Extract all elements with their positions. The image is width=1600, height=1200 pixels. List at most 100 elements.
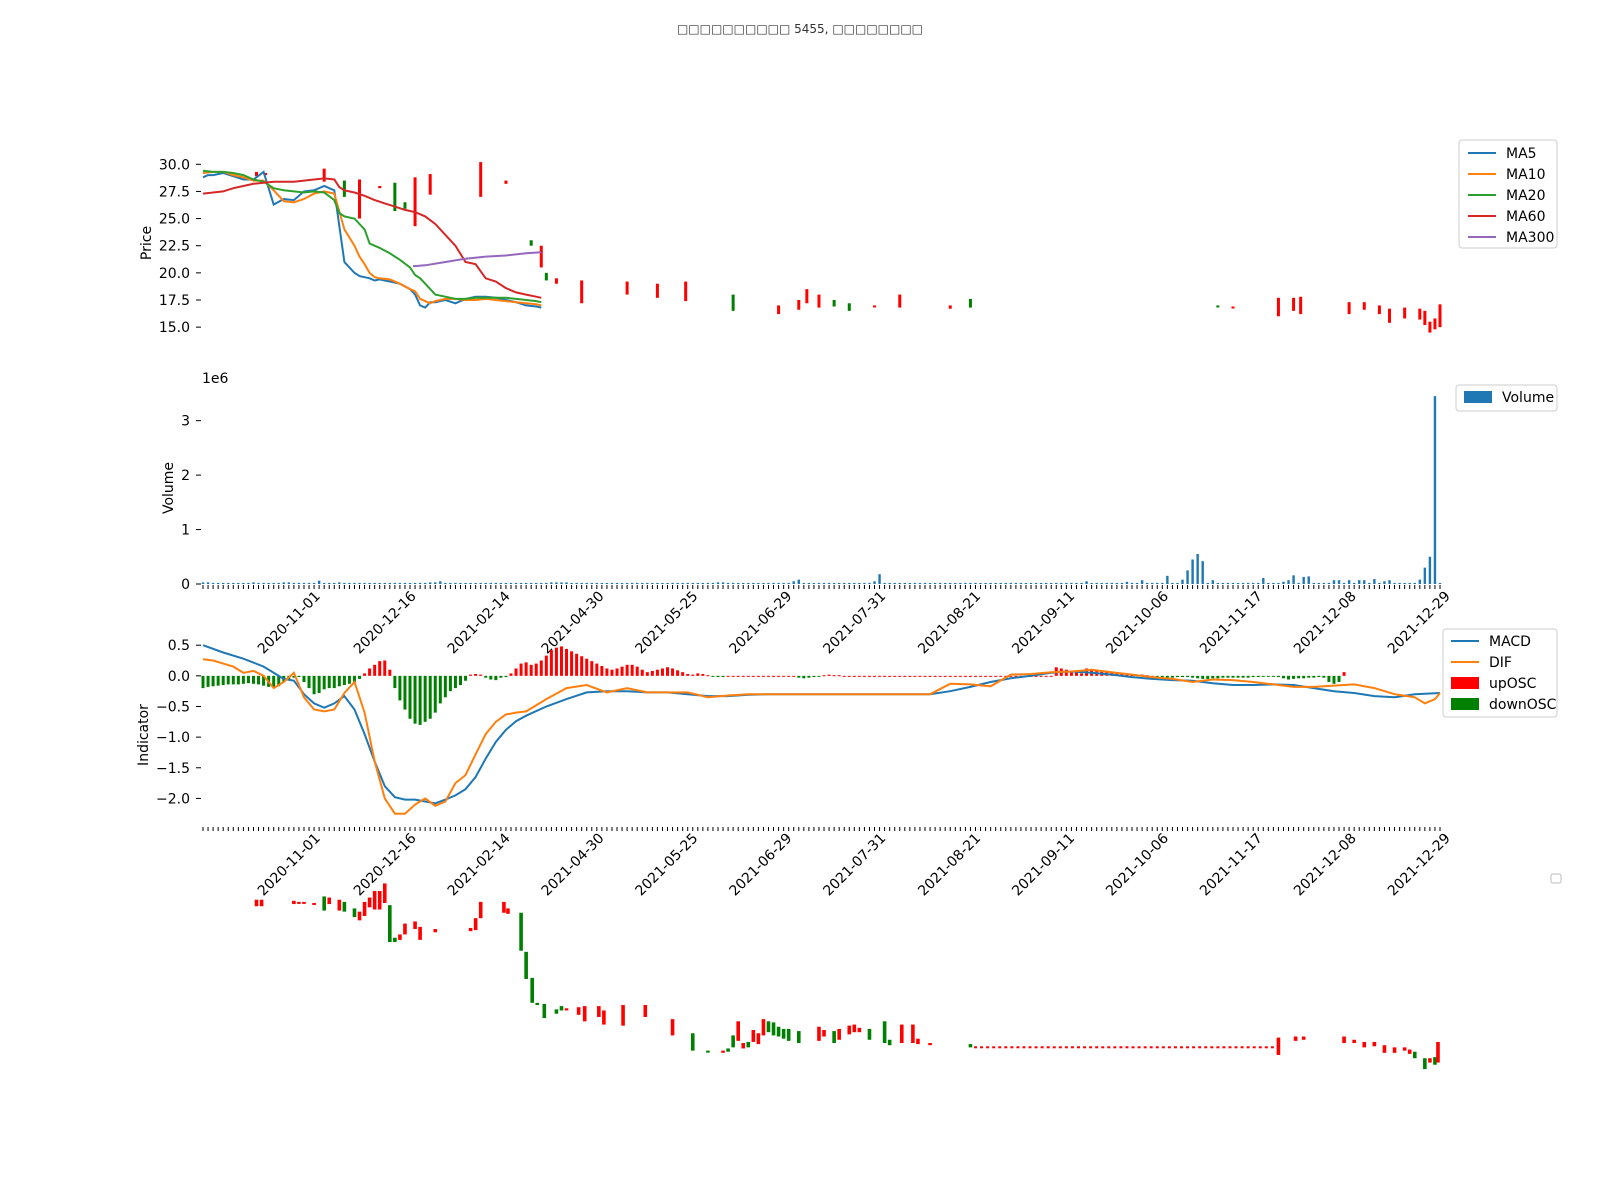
- bottom-candle: [786, 1028, 791, 1041]
- volume-bar: [1352, 582, 1356, 584]
- bottom-candle: [1155, 1046, 1159, 1049]
- price-panel: 30.027.525.022.520.017.515.0MA5MA10MA20M…: [159, 139, 1558, 336]
- volume-bar: [585, 582, 588, 584]
- bottom-candle: [911, 1024, 915, 1044]
- up-osc-bar: [857, 675, 861, 677]
- down-osc-bar: [277, 675, 281, 687]
- price-candle: [873, 305, 877, 308]
- price-legend-label: MA60: [1506, 209, 1545, 225]
- down-osc-bar: [231, 675, 235, 685]
- volume-bar: [535, 582, 538, 584]
- down-osc-bar: [327, 675, 331, 689]
- down-osc-bar: [1216, 675, 1220, 679]
- price-candle: [898, 294, 902, 308]
- price-series-ma10: [202, 170, 542, 307]
- volume-bar: [974, 582, 977, 584]
- up-osc-bar: [1044, 675, 1048, 677]
- bottom-candle: [1046, 1046, 1050, 1049]
- volume-bar: [489, 582, 492, 584]
- bottom-candle: [478, 901, 483, 919]
- bottom-candle: [1276, 1037, 1281, 1055]
- up-osc-bar: [585, 658, 589, 676]
- up-osc-bar: [706, 675, 710, 677]
- indicator-ytick-label: 0.5: [168, 638, 190, 654]
- up-osc-bar: [1080, 673, 1084, 676]
- volume-bar: [393, 582, 397, 584]
- bottom-candle: [1228, 1046, 1232, 1049]
- volume-bar: [721, 582, 725, 584]
- volume-bar: [348, 582, 351, 584]
- bottom-candle: [1004, 1046, 1008, 1049]
- bottom-candle: [731, 1035, 735, 1048]
- price-series-ma5: [202, 170, 542, 309]
- down-osc-bar: [1236, 675, 1240, 678]
- volume-bar: [206, 582, 210, 584]
- bottom-candle: [887, 1039, 892, 1046]
- up-osc-bar: [524, 662, 528, 676]
- up-osc-bar: [686, 674, 690, 676]
- bottom-candle: [1264, 1046, 1268, 1049]
- up-osc-bar: [948, 675, 952, 677]
- down-osc-bar: [721, 675, 725, 678]
- volume-bar: [772, 582, 775, 584]
- up-osc-bar: [847, 675, 851, 677]
- down-osc-bar: [1175, 675, 1179, 678]
- volume-bar: [272, 582, 275, 584]
- macd-line: [202, 644, 1441, 805]
- volume-bar: [1246, 582, 1250, 584]
- bottom-candle: [1095, 1046, 1099, 1049]
- price-candle: [393, 182, 397, 211]
- bottom-candle: [1293, 1036, 1298, 1041]
- volume-bar: [378, 582, 381, 584]
- bottom-candle: [524, 951, 528, 979]
- bottom-candle: [837, 1028, 841, 1040]
- volume-bar: [979, 582, 982, 584]
- volume-bar: [1428, 556, 1432, 584]
- up-osc-bar: [746, 675, 750, 677]
- price-candle: [1423, 310, 1427, 325]
- down-osc-bar: [1337, 675, 1341, 682]
- volume-bar: [620, 582, 624, 584]
- price-candle: [1347, 302, 1351, 315]
- volume-panel: 0 1 2 3 Volume 2020-11-01 2020-12-16 2021-02-14…: [181, 384, 1558, 658]
- volume-bar: [242, 582, 245, 584]
- volume-bar: [429, 582, 432, 584]
- price-series-ma20: [202, 169, 542, 304]
- bottom-candle: [998, 1046, 1002, 1049]
- up-osc-bar: [938, 675, 942, 677]
- up-osc-bar: [666, 667, 670, 676]
- bottom-candle: [899, 1024, 904, 1044]
- volume-bar: [383, 582, 386, 584]
- volume-bar: [1373, 579, 1376, 584]
- volume-bar: [1095, 582, 1098, 584]
- volume-bar: [363, 582, 366, 584]
- bottom-candle: [1131, 1046, 1135, 1049]
- price-candle: [1418, 308, 1422, 320]
- bottom-candle: [1161, 1046, 1165, 1049]
- bottom-candle: [857, 1027, 862, 1033]
- up-osc-bar: [514, 668, 518, 676]
- volume-xtick-label: 2020-11-01: [255, 589, 324, 658]
- up-osc-bar: [741, 675, 745, 677]
- volume-bar: [1277, 582, 1280, 584]
- bottom-candle: [502, 901, 506, 913]
- volume-bar: [1105, 582, 1108, 584]
- empty-legend-box: [1550, 873, 1562, 884]
- volume-bar: [408, 582, 412, 584]
- volume-bar: [237, 582, 240, 584]
- volume-bar: [651, 582, 654, 584]
- volume-bar: [519, 582, 523, 584]
- up-osc-bar: [873, 675, 877, 677]
- volume-bar: [514, 582, 518, 584]
- volume-bar: [1216, 582, 1220, 584]
- volume-ytick-label: 1: [181, 523, 190, 539]
- volume-legend-swatch: [1464, 391, 1492, 403]
- bottom-candle: [867, 1028, 872, 1040]
- indicator-xtick-label: 2021-11-17: [1197, 831, 1266, 900]
- down-osc-bar: [332, 675, 336, 689]
- up-osc-bar: [963, 675, 967, 677]
- volume-bar: [969, 582, 972, 584]
- price-candle: [1299, 296, 1303, 315]
- volume-bar: [954, 582, 957, 584]
- bottom-candle: [928, 1043, 932, 1046]
